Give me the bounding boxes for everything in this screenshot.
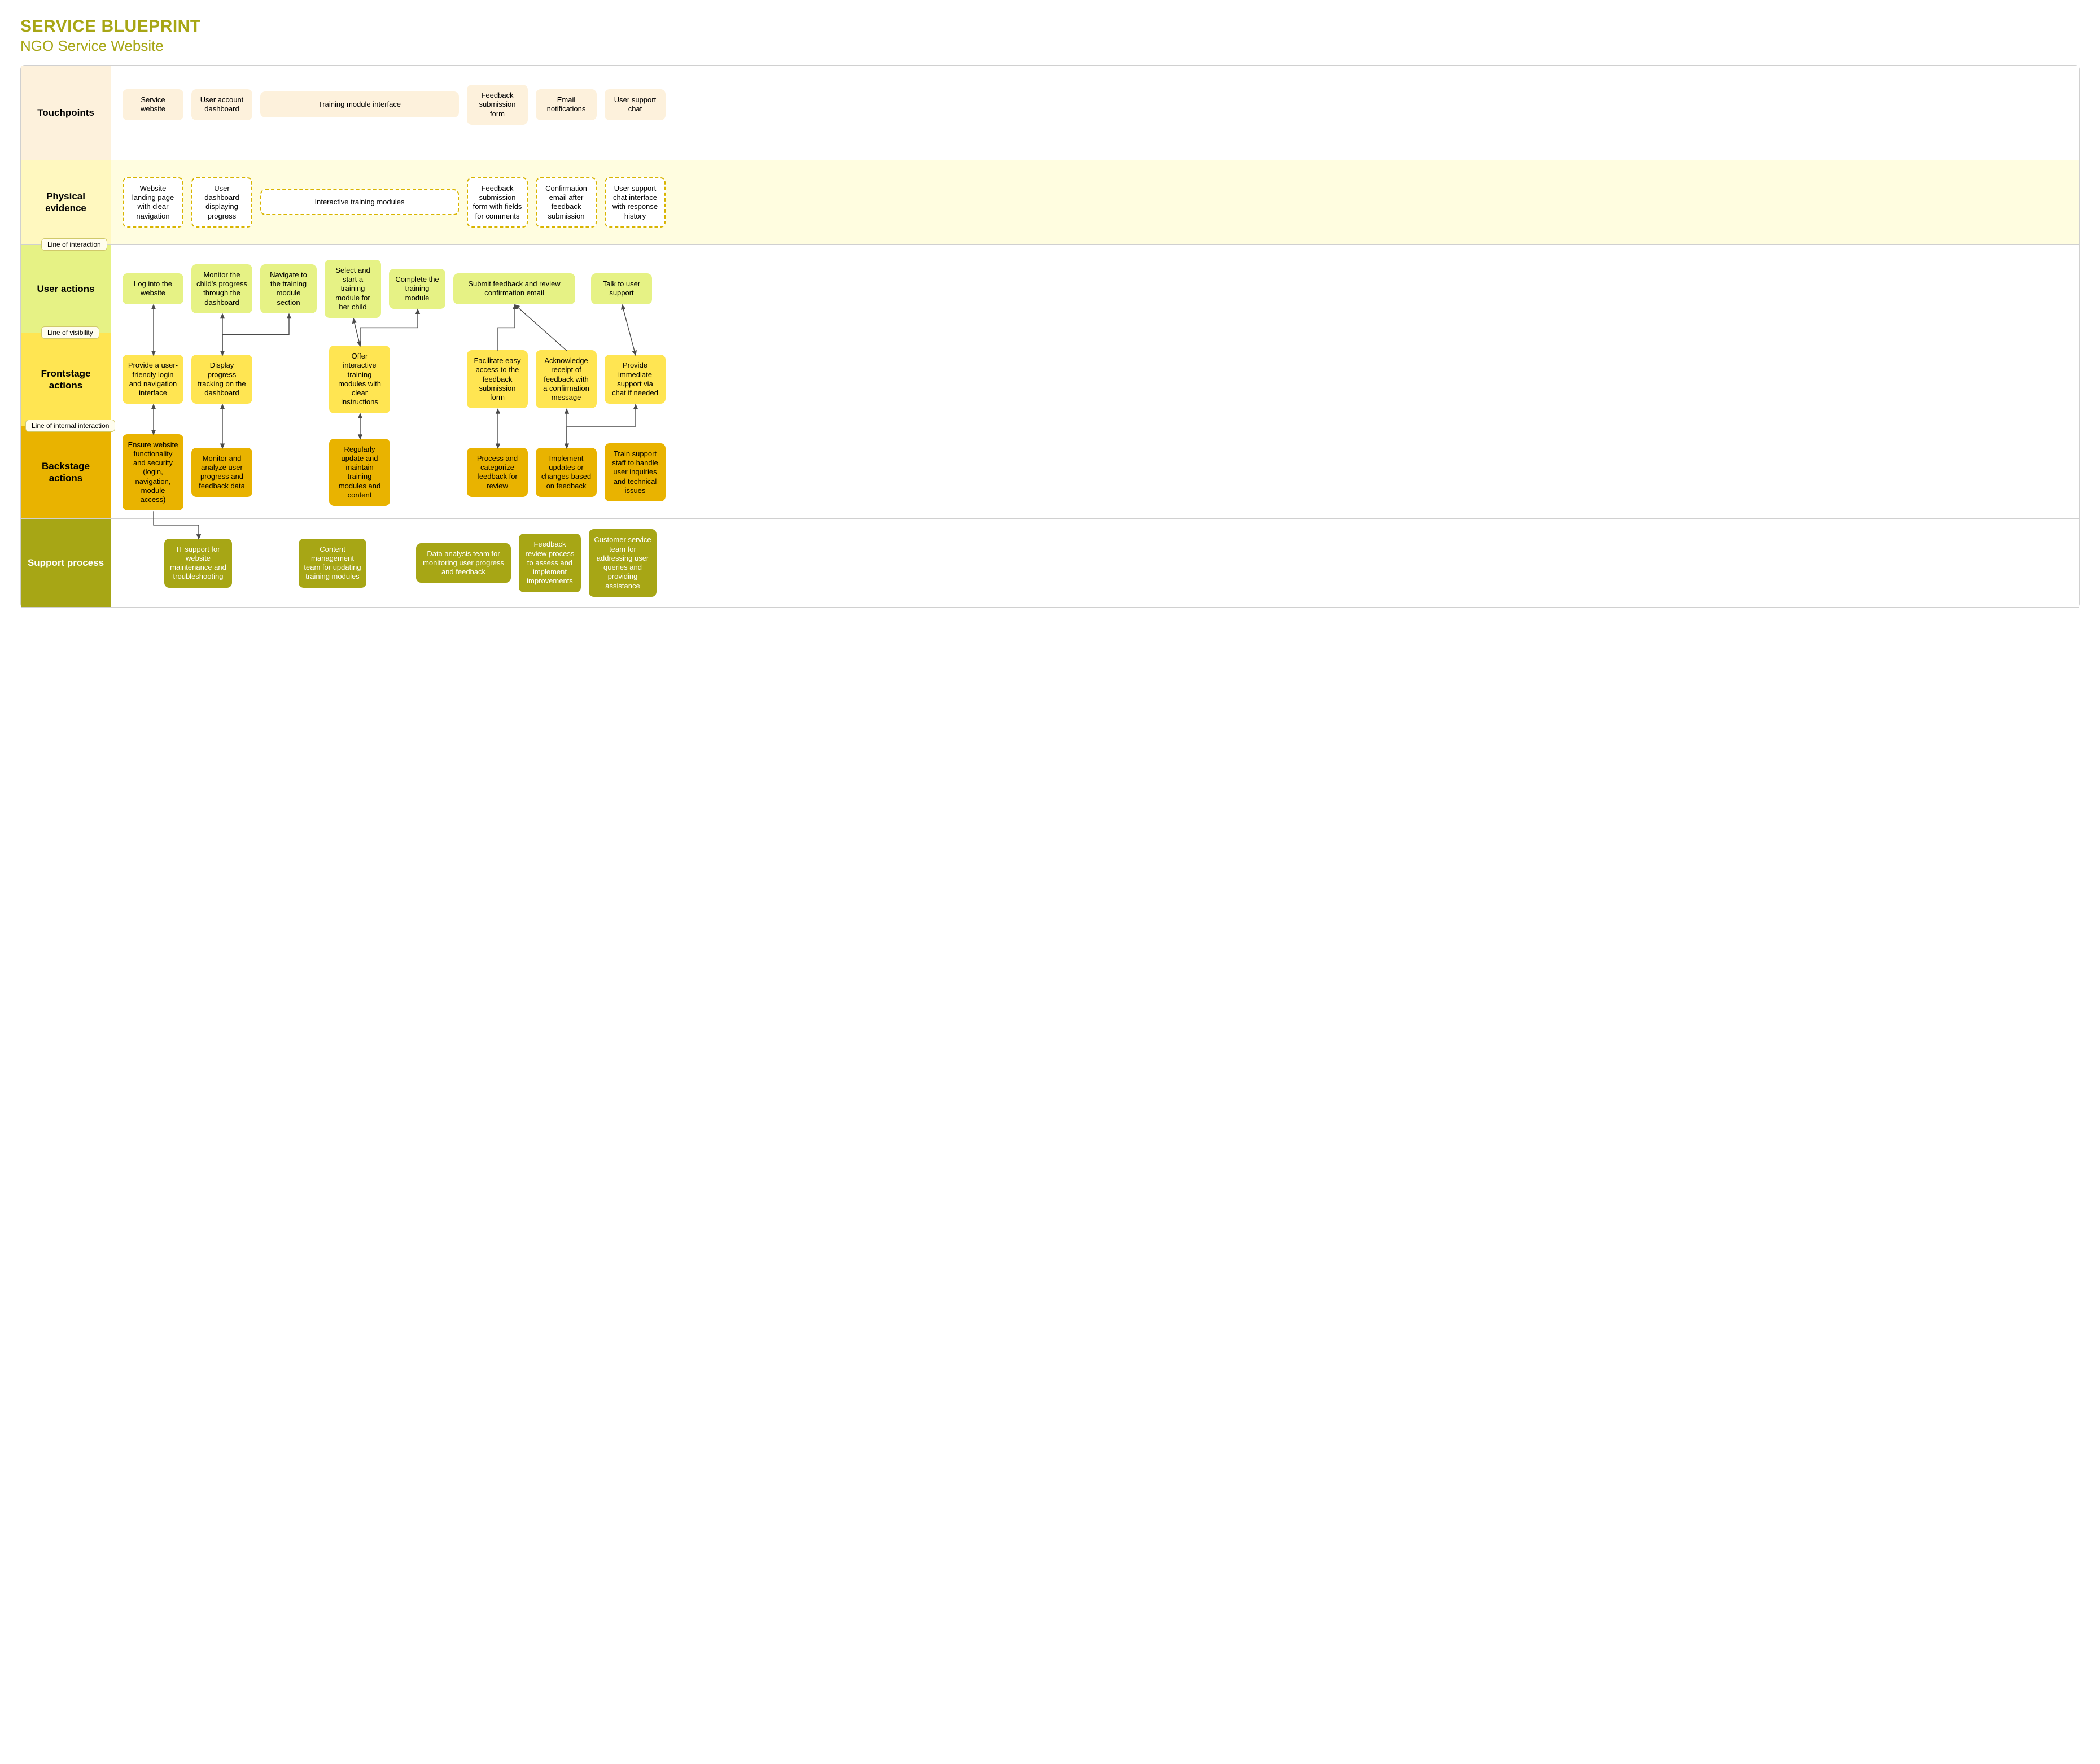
page-title: SERVICE BLUEPRINT bbox=[20, 17, 2080, 36]
lane-content-backstage: Ensure website functionality and securit… bbox=[111, 426, 2079, 519]
support-box: IT support for website maintenance and t… bbox=[164, 539, 232, 588]
user-action-box: Monitor the child's progress through the… bbox=[191, 264, 252, 313]
lane-label-touchpoints: Touchpoints bbox=[21, 66, 111, 160]
lane-backstage: Backstage actions Ensure website functio… bbox=[21, 426, 2079, 519]
support-box: Customer service team for addressing use… bbox=[589, 529, 657, 597]
lane-label-support: Support process bbox=[21, 519, 111, 607]
support-box: Data analysis team for monitoring user p… bbox=[416, 543, 511, 583]
frontstage-box: Display progress tracking on the dashboa… bbox=[191, 355, 252, 404]
lane-content-touchpoints: Service website User account dashboard T… bbox=[111, 66, 2079, 160]
support-box: Content management team for updating tra… bbox=[299, 539, 366, 588]
lane-frontstage: Frontstage actions Provide a user-friend… bbox=[21, 333, 2079, 426]
physical-evidence-box: User support chat interface with respons… bbox=[605, 177, 666, 228]
touchpoint-box: Feedback submission form bbox=[467, 85, 528, 125]
page-subtitle: NGO Service Website bbox=[20, 37, 2080, 55]
lane-content-support: IT support for website maintenance and t… bbox=[111, 519, 2079, 607]
line-of-internal-interaction-badge: Line of internal interaction bbox=[25, 420, 115, 432]
lane-content-frontstage: Provide a user-friendly login and naviga… bbox=[111, 333, 2079, 426]
user-action-box: Complete the training module bbox=[389, 269, 445, 309]
frontstage-box: Facilitate easy access to the feedback s… bbox=[467, 350, 528, 408]
physical-evidence-box: Website landing page with clear navigati… bbox=[123, 177, 183, 228]
backstage-box: Train support staff to handle user inqui… bbox=[605, 443, 666, 501]
touchpoint-box: Service website bbox=[123, 89, 183, 120]
blueprint-canvas: Touchpoints Service website User account… bbox=[20, 65, 2080, 608]
lane-label-user: User actions bbox=[21, 245, 111, 333]
support-box: Feedback review process to assess and im… bbox=[519, 534, 581, 592]
lane-user-actions: User actions Log into the website Monito… bbox=[21, 245, 2079, 333]
user-action-box: Navigate to the training module section bbox=[260, 264, 317, 313]
backstage-box: Process and categorize feedback for revi… bbox=[467, 448, 528, 497]
user-action-box: Submit feedback and review confirmation … bbox=[453, 273, 575, 304]
lane-content-user: Log into the website Monitor the child's… bbox=[111, 245, 2079, 333]
lane-touchpoints: Touchpoints Service website User account… bbox=[21, 66, 2079, 160]
touchpoint-box: Training module interface bbox=[260, 91, 459, 117]
lane-physical-evidence: Physical evidence Website landing page w… bbox=[21, 160, 2079, 245]
user-action-box: Log into the website bbox=[123, 273, 183, 304]
backstage-box: Implement updates or changes based on fe… bbox=[536, 448, 597, 497]
touchpoint-box: User account dashboard bbox=[191, 89, 252, 120]
physical-evidence-box: User dashboard displaying progress bbox=[191, 177, 252, 228]
user-action-box: Select and start a training module for h… bbox=[325, 260, 381, 318]
line-of-interaction-badge: Line of interaction bbox=[41, 238, 107, 251]
frontstage-box: Acknowledge receipt of feedback with a c… bbox=[536, 350, 597, 408]
lane-label-backstage: Backstage actions bbox=[21, 426, 111, 519]
line-of-visibility-badge: Line of visibility bbox=[41, 326, 99, 339]
touchpoint-box: Email notifications bbox=[536, 89, 597, 120]
user-action-box: Talk to user support bbox=[591, 273, 652, 304]
physical-evidence-box: Confirmation email after feedback submis… bbox=[536, 177, 597, 228]
frontstage-box: Provide a user-friendly login and naviga… bbox=[123, 355, 183, 404]
lane-label-frontstage: Frontstage actions bbox=[21, 333, 111, 426]
touchpoint-box: User support chat bbox=[605, 89, 666, 120]
physical-evidence-box: Feedback submission form with fields for… bbox=[467, 177, 528, 228]
frontstage-box: Offer interactive training modules with … bbox=[329, 346, 390, 413]
title-block: SERVICE BLUEPRINT NGO Service Website bbox=[20, 17, 2080, 55]
lane-content-physical: Website landing page with clear navigati… bbox=[111, 160, 2079, 244]
frontstage-box: Provide immediate support via chat if ne… bbox=[605, 355, 666, 404]
lane-support-process: Support process IT support for website m… bbox=[21, 519, 2079, 608]
physical-evidence-box: Interactive training modules bbox=[260, 189, 459, 215]
backstage-box: Regularly update and maintain training m… bbox=[329, 439, 390, 507]
lane-label-physical: Physical evidence bbox=[21, 160, 111, 244]
backstage-box: Monitor and analyze user progress and fe… bbox=[191, 448, 252, 497]
backstage-box: Ensure website functionality and securit… bbox=[123, 434, 183, 511]
